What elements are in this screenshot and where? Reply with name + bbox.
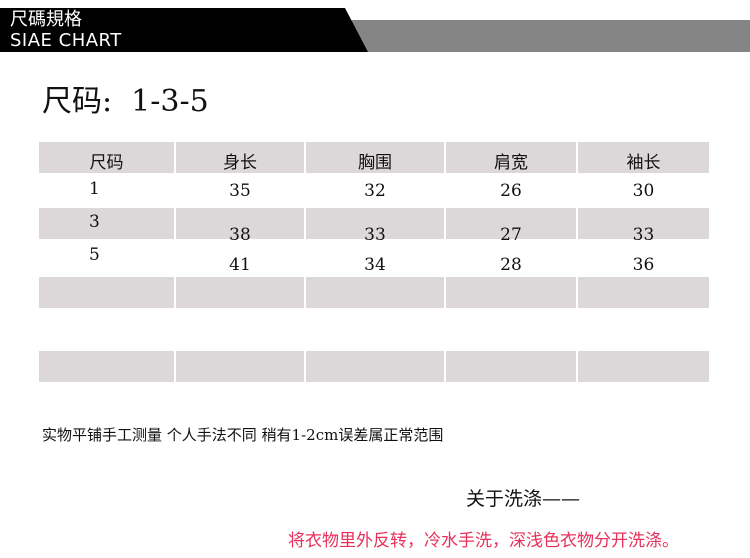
table-cell	[306, 277, 444, 308]
table-cell	[446, 277, 576, 308]
table-header-cell: 袖长	[578, 142, 709, 173]
table-cell: 33	[306, 208, 444, 245]
wash-tip: 将衣物里外反转，冷水手洗，深浅色衣物分开洗涤。	[288, 531, 679, 551]
table-cell: 28	[500, 255, 522, 275]
table-cell	[176, 277, 304, 308]
table-cell	[578, 351, 709, 382]
table-cell: 32	[364, 181, 386, 201]
table-cell	[446, 351, 576, 382]
table-cell	[306, 310, 444, 350]
table-cell: 35	[229, 181, 251, 201]
page-title: 尺码: 1-3-5	[42, 84, 209, 119]
table-header-cell: 胸围	[306, 142, 444, 173]
table-cell: 33	[578, 208, 709, 245]
table-cell	[446, 310, 576, 350]
table-cell	[39, 351, 174, 382]
table-cell: 1	[89, 179, 100, 199]
table-header-cell: 肩宽	[446, 142, 576, 173]
table-header-cell: 尺码	[39, 142, 174, 173]
table-cell: 41	[229, 255, 251, 275]
banner	[0, 8, 368, 52]
table-cell	[176, 351, 304, 382]
table-cell	[578, 277, 709, 308]
table-cell	[39, 310, 174, 350]
table-cell: 27	[446, 208, 576, 245]
table-header-cell: 身长	[176, 142, 304, 173]
table-cell	[176, 310, 304, 350]
wash-heading: 关于洗涤——	[466, 488, 581, 510]
table-cell: 36	[632, 255, 655, 275]
banner-gray-band	[340, 20, 750, 52]
table-cell	[39, 277, 174, 308]
banner-title-cn: 尺碼規格	[10, 9, 82, 30]
table-cell	[306, 351, 444, 382]
table-cell	[578, 310, 709, 350]
table-cell: 30	[632, 181, 655, 201]
table-cell: 5	[89, 245, 100, 265]
table-cell: 3	[39, 208, 174, 239]
measurement-note: 实物平铺手工测量 个人手法不同 稍有1-2cm误差属正常范围	[42, 426, 444, 444]
table-cell: 34	[364, 255, 386, 275]
banner-title-en: SIAE CHART	[10, 30, 122, 51]
table-cell: 26	[500, 181, 522, 201]
table-cell: 38	[176, 208, 304, 245]
